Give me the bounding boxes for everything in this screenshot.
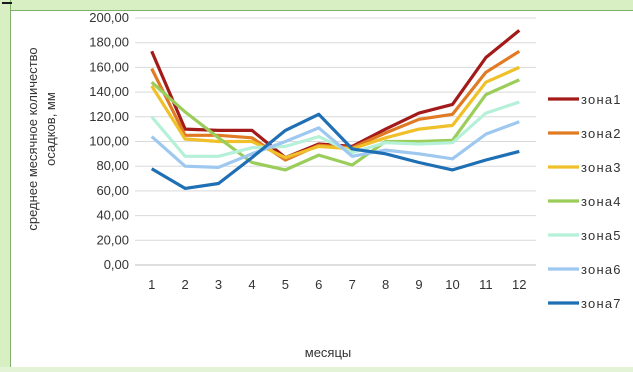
y-axis-tick-labels: 0,00 20,00 40,00 60,00 80,00 100,00 120,00 140,… [89, 10, 129, 272]
legend-label: зона5 [581, 228, 622, 243]
legend-label: зона7 [581, 296, 622, 311]
series-line-zone4 [150, 78, 520, 172]
y-tick-label: 40,00 [96, 208, 129, 223]
y-tick-label: 140,00 [89, 84, 129, 99]
legend-label: зона3 [581, 160, 622, 175]
y-tick-label: 20,00 [96, 232, 129, 247]
legend-label: зона2 [581, 126, 622, 141]
x-tick-label: 11 [479, 277, 493, 292]
y-tick-label: 160,00 [89, 59, 129, 74]
y-tick-label: 60,00 [96, 183, 129, 198]
y-axis-label-line-2: осадков, мм [43, 92, 58, 166]
frame-top-border [0, 0, 633, 11]
y-tick-label: 180,00 [89, 35, 129, 50]
legend-label: зона1 [581, 92, 622, 107]
x-tick-label: 5 [282, 277, 289, 292]
x-tick-label: 10 [445, 277, 459, 292]
series-line-zone1 [150, 29, 521, 160]
frame-left-border [0, 0, 11, 367]
corner-mark [2, 2, 12, 4]
legend: зона1 зона2 зона3 зона4 зона5 зона6 зона7 [548, 92, 622, 311]
x-tick-label: 2 [182, 277, 189, 292]
y-tick-label: 200,00 [89, 11, 129, 25]
x-axis-tick-labels: 1 2 3 4 5 6 7 8 9 10 11 12 [148, 277, 526, 292]
precipitation-line-chart: 0,00 20,00 40,00 60,00 80,00 100,00 120,00 140,… [25, 10, 622, 360]
legend-label: зона6 [581, 262, 622, 277]
y-tick-label: 120,00 [89, 109, 129, 124]
x-tick-label: 9 [415, 277, 422, 292]
x-tick-label: 4 [248, 277, 255, 292]
x-tick-label: 6 [315, 277, 322, 292]
y-axis-label-line-1: среднее месячное количество [25, 47, 40, 230]
x-tick-label: 8 [382, 277, 389, 292]
chart-area: 0,00 20,00 40,00 60,00 80,00 100,00 120,00 140,… [11, 10, 633, 367]
series-line-zone3 [150, 65, 520, 160]
y-tick-label: 100,00 [89, 134, 129, 149]
y-tick-label: 80,00 [96, 158, 129, 173]
series-line-zone5 [150, 100, 520, 158]
y-tick-label: 0,00 [104, 257, 129, 272]
x-axis-label: месяцы [305, 345, 352, 360]
series-lines [150, 29, 521, 190]
x-tick-label: 3 [215, 277, 222, 292]
legend-label: зона4 [581, 194, 622, 209]
x-tick-label: 7 [349, 277, 356, 292]
x-tick-label: 1 [148, 277, 155, 292]
series-line-zone7 [150, 112, 520, 190]
x-tick-label: 12 [512, 277, 526, 292]
series-line-zone6 [150, 120, 520, 169]
